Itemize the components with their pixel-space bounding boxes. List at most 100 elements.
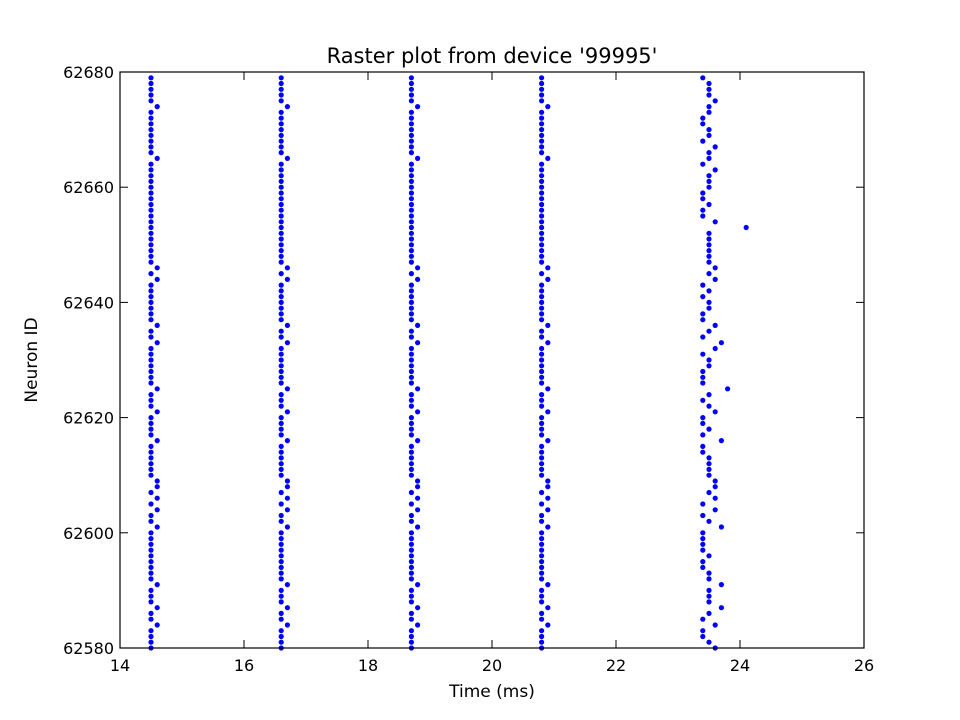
spike-point: [408, 92, 414, 98]
spike-point: [712, 144, 718, 150]
spike-point: [148, 121, 154, 127]
spike-point: [539, 132, 545, 138]
spike-point: [706, 253, 712, 259]
spike-point: [408, 196, 414, 202]
spike-point: [539, 628, 545, 634]
spike-point: [148, 317, 154, 323]
spike-point: [539, 288, 545, 294]
spike-point: [415, 478, 421, 484]
spike-point: [148, 173, 154, 179]
spike-point: [284, 276, 290, 282]
spike-point: [706, 357, 712, 363]
spike-point: [408, 541, 414, 547]
spike-point: [408, 547, 414, 553]
spike-point: [148, 190, 154, 196]
spike-point: [539, 559, 545, 565]
spike-point: [539, 253, 545, 259]
spike-point: [278, 345, 284, 352]
spike-point: [539, 282, 545, 288]
spike-point: [545, 495, 551, 501]
spike-point: [539, 512, 545, 519]
spike-point: [278, 178, 284, 184]
spike-point: [700, 317, 706, 323]
spike-point: [148, 593, 154, 599]
spike-markers: [148, 75, 749, 651]
spike-point: [148, 196, 154, 202]
spike-point: [408, 345, 414, 352]
spike-point: [545, 438, 551, 444]
spike-point: [408, 80, 414, 87]
spike-point: [148, 403, 154, 409]
spike-point: [148, 512, 154, 519]
spike-point: [148, 380, 154, 386]
spike-point: [148, 334, 154, 340]
spike-point: [408, 161, 414, 167]
spike-point: [278, 92, 284, 98]
spike-point: [539, 173, 545, 179]
spike-point: [154, 340, 160, 346]
spike-point: [408, 253, 414, 259]
spike-point: [706, 86, 712, 92]
spike-point: [148, 80, 154, 87]
spike-point: [539, 305, 545, 311]
spike-point: [700, 207, 706, 213]
spike-point: [700, 196, 706, 202]
spike-point: [408, 363, 414, 369]
x-tick-label: 22: [606, 656, 626, 675]
spike-point: [278, 616, 284, 622]
spike-point: [408, 374, 414, 380]
spike-point: [408, 207, 414, 213]
spike-point: [706, 230, 712, 236]
spike-point: [408, 75, 414, 81]
spike-point: [718, 340, 725, 346]
spike-point: [278, 415, 284, 421]
spike-point: [415, 265, 421, 271]
spike-point: [284, 386, 290, 392]
spike-point: [408, 368, 414, 375]
spike-point: [278, 253, 284, 259]
spike-point: [278, 357, 284, 363]
spike-point: [408, 587, 414, 594]
spike-point: [278, 98, 284, 104]
spike-point: [539, 576, 545, 582]
spike-point: [278, 351, 284, 357]
spike-point: [706, 576, 712, 582]
spike-point: [408, 236, 414, 242]
spike-point: [408, 328, 414, 334]
spike-point: [148, 536, 154, 542]
spike-point: [408, 576, 414, 582]
spike-point: [539, 426, 545, 432]
spike-point: [539, 138, 545, 144]
spike-point: [408, 178, 414, 184]
y-tick-label: 62660: [63, 178, 114, 197]
spike-point: [408, 512, 414, 519]
spike-point: [706, 610, 712, 617]
spike-point: [712, 167, 718, 173]
spike-point: [415, 322, 421, 328]
spike-point: [706, 178, 712, 184]
spike-point: [148, 351, 154, 357]
spike-point: [148, 178, 154, 184]
spike-point: [539, 587, 545, 594]
x-tick-label: 18: [358, 656, 378, 675]
spike-point: [539, 144, 545, 150]
spike-point: [408, 271, 414, 277]
spike-point: [154, 276, 160, 282]
spike-point: [706, 132, 712, 138]
spike-point: [700, 501, 706, 507]
spike-point: [148, 374, 154, 380]
spike-point: [148, 455, 154, 461]
spike-point: [700, 368, 706, 375]
spike-point: [706, 184, 712, 190]
spike-point: [539, 466, 545, 472]
spike-point: [415, 622, 421, 628]
spike-point: [408, 461, 414, 467]
spike-point: [278, 121, 284, 127]
spike-point: [700, 564, 706, 571]
spike-point: [408, 184, 414, 190]
spike-point: [278, 219, 284, 225]
spike-point: [278, 461, 284, 467]
spike-point: [278, 115, 284, 121]
spike-point: [278, 334, 284, 340]
spike-point: [408, 570, 414, 576]
